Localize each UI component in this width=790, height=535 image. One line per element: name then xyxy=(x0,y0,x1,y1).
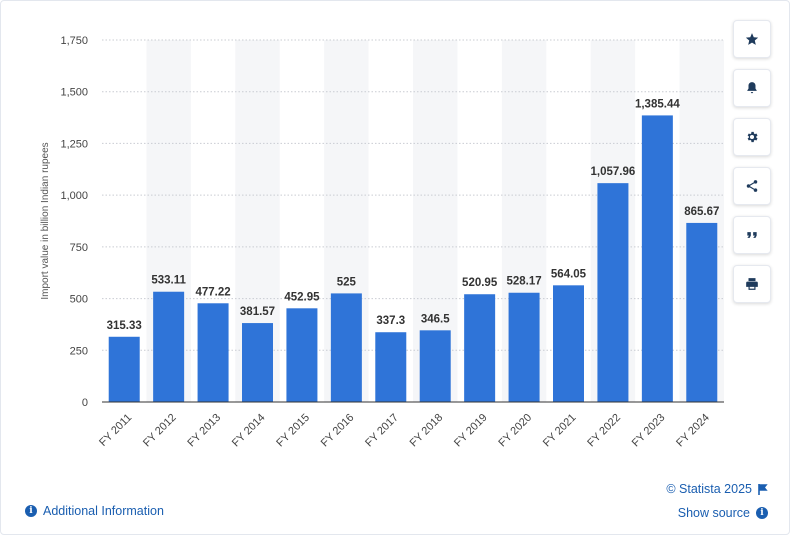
star-icon xyxy=(745,33,759,45)
y-tick-label: 250 xyxy=(70,345,88,357)
bar[interactable] xyxy=(597,183,629,402)
data-label: 528.17 xyxy=(506,276,541,288)
bar[interactable] xyxy=(508,292,540,402)
x-tick-label: FY 2015 xyxy=(274,412,312,450)
bar[interactable] xyxy=(197,303,229,402)
bell-icon xyxy=(747,82,757,94)
bar[interactable] xyxy=(686,222,718,402)
y-tick-label: 500 xyxy=(70,294,88,306)
data-labels: 315.33 533.11 477.22 381.57 452.95 525 337.3 34… xyxy=(107,98,720,331)
settings-button[interactable] xyxy=(733,118,771,156)
bar[interactable] xyxy=(286,308,318,402)
copyright-notice[interactable]: © Statista 2025 xyxy=(666,482,768,496)
share-icon xyxy=(746,180,758,192)
y-axis-title: Import value in billion Indian rupees xyxy=(40,142,51,299)
x-tick-label: FY 2014 xyxy=(230,412,268,450)
x-tick-label: FY 2017 xyxy=(363,412,401,450)
bar[interactable] xyxy=(242,323,273,402)
bar[interactable] xyxy=(375,332,407,402)
data-label: 315.33 xyxy=(107,320,142,332)
data-label: 381.57 xyxy=(240,306,275,318)
bar[interactable] xyxy=(553,285,584,402)
x-tick-label: FY 2013 xyxy=(185,412,223,450)
y-tick-label: 750 xyxy=(70,242,88,254)
bar[interactable] xyxy=(108,336,140,402)
quote-icon xyxy=(747,232,757,238)
chart-toolbar xyxy=(733,20,771,314)
y-tick-label: 0 xyxy=(82,397,88,409)
additional-information-label: Additional Information xyxy=(43,504,164,518)
print-button[interactable] xyxy=(733,265,771,303)
favorite-button[interactable] xyxy=(733,20,771,58)
cite-button[interactable] xyxy=(733,216,771,254)
x-tick-label: FY 2020 xyxy=(496,412,534,450)
show-source-label: Show source xyxy=(677,506,750,520)
flag-icon xyxy=(758,483,768,495)
x-axis-ticks: FY 2011 FY 2012 FY 2013 FY 2014 FY 2015 FY 20… xyxy=(97,412,712,450)
bar[interactable] xyxy=(464,294,496,402)
data-label: 1,057.96 xyxy=(591,166,636,178)
bars xyxy=(108,115,718,403)
x-tick-label: FY 2011 xyxy=(97,412,134,449)
data-label: 346.5 xyxy=(421,313,450,325)
notification-button[interactable] xyxy=(733,69,771,107)
x-tick-label: FY 2012 xyxy=(141,412,179,450)
share-button[interactable] xyxy=(733,167,771,205)
y-axis-ticks: 0 250 500 750 1,000 1,250 1,500 1,750 xyxy=(60,35,88,409)
print-icon xyxy=(746,278,758,290)
data-label: 865.67 xyxy=(684,206,719,218)
info-icon: i xyxy=(756,507,768,519)
data-label: 452.95 xyxy=(284,291,320,303)
bar[interactable] xyxy=(153,291,185,402)
x-tick-label: FY 2019 xyxy=(452,412,490,450)
data-label: 564.05 xyxy=(551,268,587,280)
x-tick-label: FY 2021 xyxy=(541,412,579,450)
data-label: 477.22 xyxy=(195,286,230,298)
data-label: 1,385.44 xyxy=(635,98,680,110)
show-source-link[interactable]: Show source i xyxy=(678,506,768,520)
bar[interactable] xyxy=(330,293,362,402)
x-tick-label: FY 2022 xyxy=(585,412,623,450)
y-tick-label: 1,250 xyxy=(60,138,88,150)
y-tick-label: 1,750 xyxy=(60,35,88,47)
data-label: 520.95 xyxy=(462,277,498,289)
bar[interactable] xyxy=(641,115,673,403)
bar[interactable] xyxy=(419,330,451,402)
y-tick-label: 1,000 xyxy=(60,190,88,202)
data-label: 337.3 xyxy=(376,315,405,327)
copyright-label: © Statista 2025 xyxy=(666,482,752,496)
y-tick-label: 1,500 xyxy=(60,87,88,99)
x-tick-label: FY 2024 xyxy=(674,412,712,450)
x-tick-label: FY 2023 xyxy=(630,412,668,450)
info-icon: i xyxy=(25,505,37,517)
gear-icon xyxy=(747,131,758,143)
additional-information-link[interactable]: i Additional Information xyxy=(25,504,164,518)
x-tick-label: FY 2016 xyxy=(319,412,357,450)
data-label: 533.11 xyxy=(151,275,186,287)
x-tick-label: FY 2018 xyxy=(408,412,446,450)
data-label: 525 xyxy=(337,276,357,288)
